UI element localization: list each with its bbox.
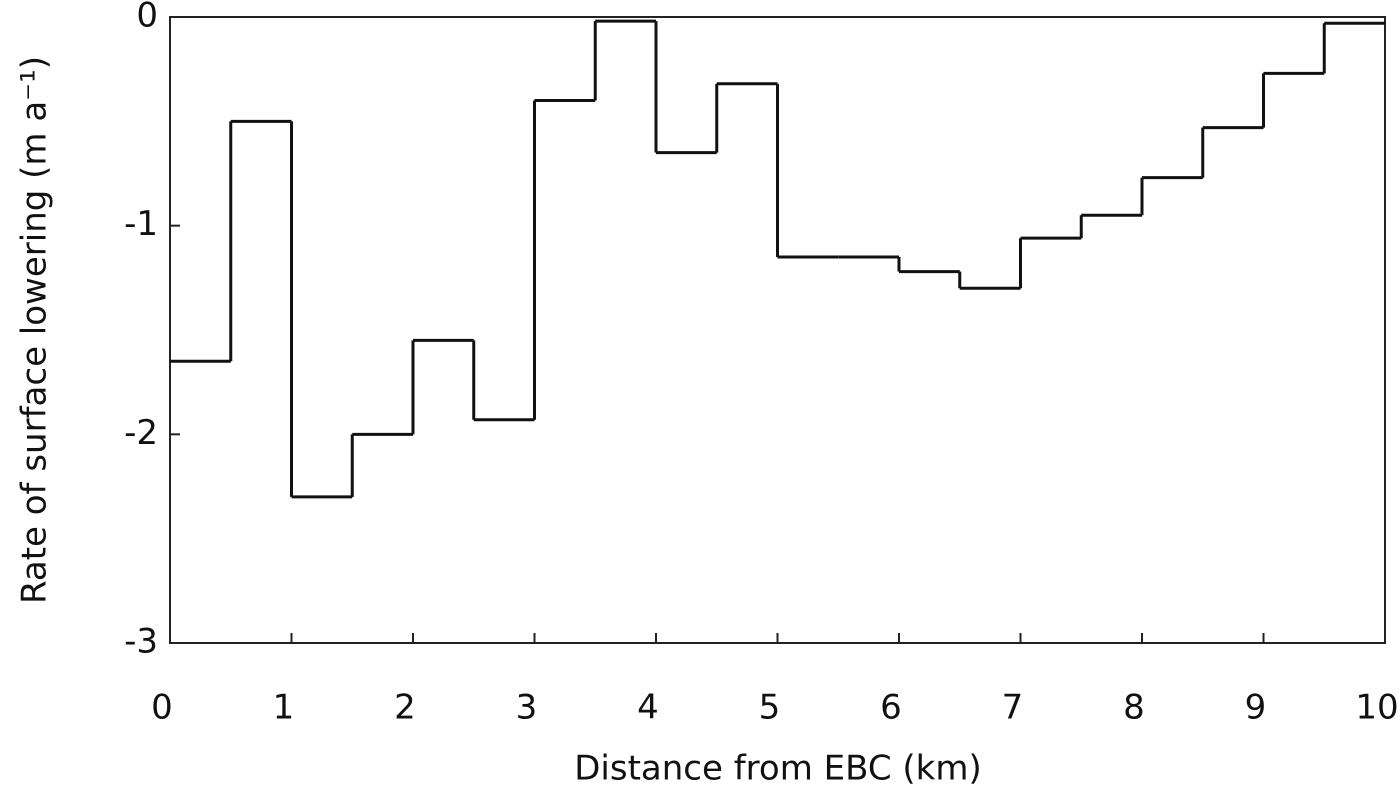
x-tick-label: 6 [880,688,902,728]
y-axis-label: Rate of surface lowering (m a⁻¹) [15,56,55,604]
x-tick-label: 1 [273,688,295,728]
y-tick-label: -2 [124,413,158,453]
x-axis-label: Distance from EBC (km) [574,749,982,789]
x-tick-label: 10 [1355,688,1398,728]
x-tick-label: 5 [759,688,781,728]
y-tick-label: 0 [136,0,158,36]
x-tick-label: 7 [1002,688,1024,728]
x-tick-label: 0 [151,688,173,728]
y-tick-label: -3 [124,622,158,662]
x-tick-label: 9 [1245,688,1267,728]
x-tick-label: 3 [516,688,538,728]
x-tick-label: 8 [1123,688,1145,728]
x-tick-label: 2 [394,688,416,728]
x-tick-label: 4 [637,688,659,728]
y-tick-label: -1 [124,204,158,244]
